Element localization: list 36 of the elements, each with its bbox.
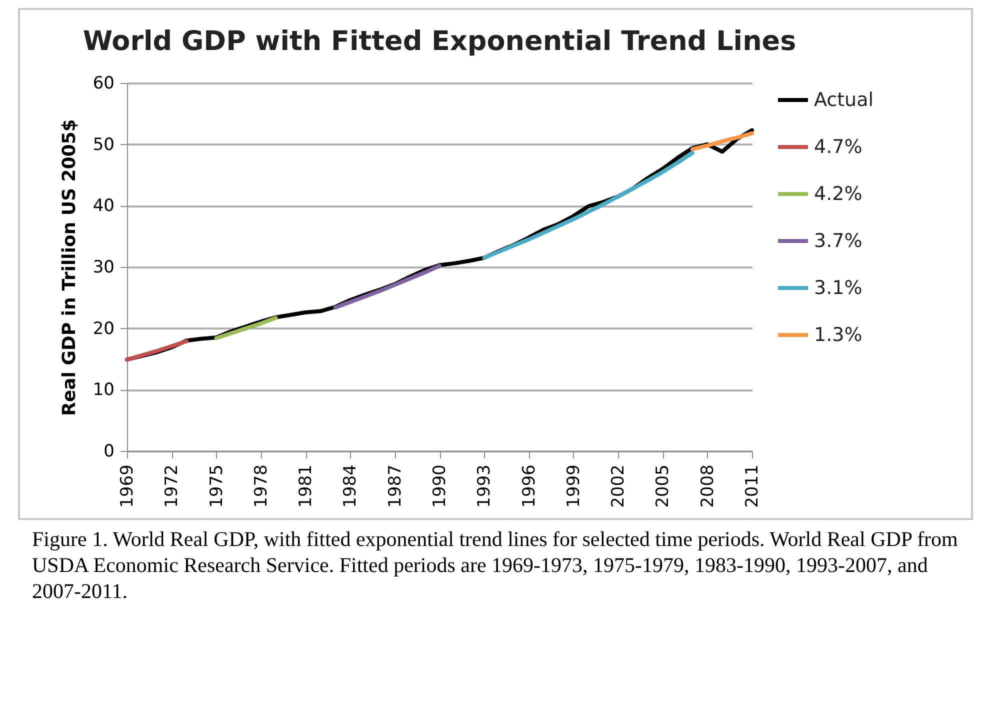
x-tick-label: 1978 (251, 464, 272, 508)
x-tick-label: 1972 (162, 464, 182, 508)
legend-label: 3.1% (814, 277, 862, 299)
x-tick-label: 1993 (474, 464, 495, 508)
x-tick-label: 1987 (385, 464, 406, 508)
x-tick-label: 2002 (608, 464, 629, 508)
x-tick-label: 1990 (430, 464, 450, 508)
line-series (333, 264, 442, 310)
x-tick-label: 1969 (118, 464, 138, 508)
y-tick-label: 30 (92, 258, 114, 278)
chart-title: World GDP with Fitted Exponential Trend Lines (82, 26, 796, 57)
caption: Figure 1. World Real GDP, with fitted exponential trend lines for selected time periods. World Real GDP from USDA Economic Research Service. Fitted periods are 1969-1973, 1975-1979, 1983-1990, 1993-2007, and 2007-2011. (32, 526, 959, 604)
legend-label: 3.7% (814, 230, 862, 252)
legend-label: 1.3% (814, 324, 862, 346)
y-tick-label: 0 (104, 442, 114, 462)
x-tick-label: 2005 (653, 464, 674, 508)
x-tick-label: 1981 (296, 464, 316, 508)
line-series (690, 131, 754, 152)
legend-label: 4.7% (814, 136, 862, 158)
y-tick-label: 60 (92, 74, 114, 94)
legend-label: 4.2% (814, 183, 862, 205)
x-tick-label: 2011 (742, 464, 762, 508)
y-tick-label: 20 (92, 318, 114, 339)
line-series (214, 316, 278, 340)
y-tick-label: 10 (92, 380, 114, 400)
line-series (482, 150, 694, 260)
y-tick-label: 40 (92, 196, 114, 216)
x-tick-label: 1975 (206, 464, 227, 508)
x-tick-label: 1984 (340, 464, 361, 508)
y-axis-title: Real GDP in Trillion US 2005$ (58, 119, 80, 416)
y-tick-label: 50 (92, 134, 114, 155)
x-tick-label: 1999 (564, 464, 584, 508)
line-series (125, 339, 189, 362)
x-tick-label: 2008 (698, 464, 718, 508)
x-tick-label: 1996 (519, 464, 540, 508)
legend-label: Actual (814, 89, 874, 111)
